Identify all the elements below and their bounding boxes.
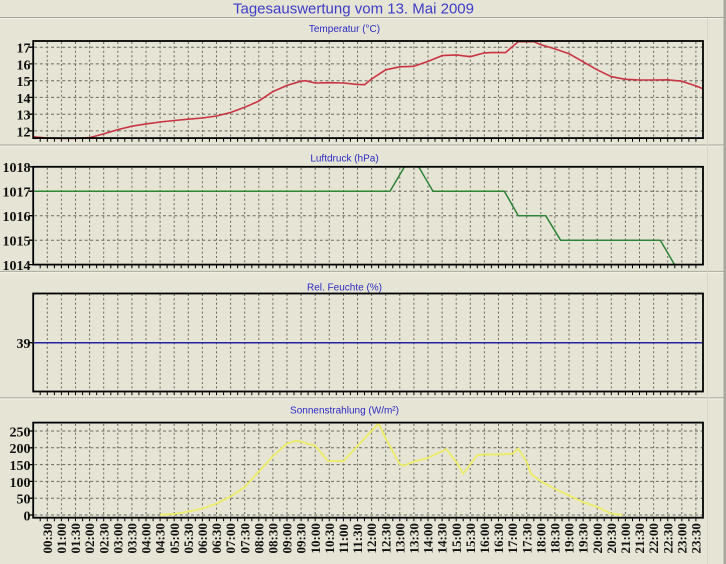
svg-text:18:30: 18:30: [548, 523, 563, 553]
svg-text:13: 13: [17, 109, 31, 124]
svg-text:04:30: 04:30: [153, 523, 168, 553]
svg-text:16:00: 16:00: [477, 523, 492, 553]
svg-text:1018: 1018: [3, 161, 31, 176]
svg-text:07:30: 07:30: [237, 523, 252, 553]
svg-text:150: 150: [10, 459, 31, 474]
svg-text:15: 15: [17, 75, 31, 90]
svg-text:18:00: 18:00: [533, 523, 548, 553]
svg-text:16:30: 16:30: [491, 523, 506, 553]
svg-text:Luftdruck (hPa): Luftdruck (hPa): [310, 154, 378, 165]
svg-text:20:30: 20:30: [604, 523, 619, 553]
svg-text:12: 12: [17, 125, 31, 140]
svg-text:08:00: 08:00: [251, 523, 266, 553]
svg-text:01:30: 01:30: [68, 523, 83, 553]
svg-text:09:00: 09:00: [280, 523, 295, 553]
svg-text:05:30: 05:30: [181, 523, 196, 553]
svg-text:16: 16: [17, 58, 31, 73]
svg-text:21:30: 21:30: [632, 523, 647, 553]
svg-text:23:00: 23:00: [674, 523, 689, 553]
svg-text:22:00: 22:00: [646, 523, 661, 553]
svg-text:200: 200: [10, 442, 31, 457]
svg-text:Temperatur (°C): Temperatur (°C): [309, 24, 380, 35]
svg-text:04:00: 04:00: [139, 523, 154, 553]
svg-text:10:00: 10:00: [308, 523, 323, 553]
svg-text:23:30: 23:30: [689, 523, 704, 553]
svg-text:15:00: 15:00: [449, 523, 464, 553]
svg-text:11:30: 11:30: [350, 524, 365, 554]
svg-text:07:00: 07:00: [223, 523, 238, 553]
svg-text:10:30: 10:30: [322, 523, 337, 553]
svg-text:02:30: 02:30: [96, 523, 111, 553]
svg-text:22:30: 22:30: [660, 523, 675, 553]
svg-text:Rel. Feuchte (%): Rel. Feuchte (%): [307, 283, 382, 294]
svg-text:14:30: 14:30: [435, 523, 450, 553]
svg-text:14:00: 14:00: [421, 523, 436, 553]
svg-text:13:30: 13:30: [407, 523, 422, 553]
svg-text:12:00: 12:00: [364, 523, 379, 553]
svg-text:19:00: 19:00: [562, 523, 577, 553]
svg-text:Sonnenstrahlung (W/m²): Sonnenstrahlung (W/m²): [290, 406, 399, 417]
svg-text:15:30: 15:30: [463, 523, 478, 553]
svg-text:12:30: 12:30: [378, 523, 393, 553]
svg-text:01:00: 01:00: [54, 523, 69, 553]
svg-text:1015: 1015: [3, 235, 31, 250]
svg-text:03:00: 03:00: [110, 523, 125, 553]
svg-text:1017: 1017: [3, 186, 31, 201]
svg-text:08:30: 08:30: [266, 523, 281, 553]
svg-text:100: 100: [10, 476, 31, 491]
svg-text:19:30: 19:30: [576, 523, 591, 553]
svg-text:09:30: 09:30: [294, 523, 309, 553]
svg-text:17:00: 17:00: [505, 523, 520, 553]
svg-text:05:00: 05:00: [167, 523, 182, 553]
svg-text:02:00: 02:00: [82, 523, 97, 553]
svg-text:0: 0: [24, 509, 31, 524]
svg-text:50: 50: [17, 493, 31, 508]
svg-text:39: 39: [17, 337, 31, 352]
svg-text:13:00: 13:00: [392, 523, 407, 553]
svg-text:06:30: 06:30: [209, 523, 224, 553]
svg-text:11:00: 11:00: [336, 524, 351, 554]
svg-text:1016: 1016: [3, 210, 31, 225]
svg-text:21:00: 21:00: [618, 523, 633, 553]
svg-text:250: 250: [10, 425, 31, 440]
svg-text:17:30: 17:30: [519, 523, 534, 553]
svg-text:Tagesauswertung vom 13. Mai 20: Tagesauswertung vom 13. Mai 2009: [233, 1, 474, 18]
svg-text:14: 14: [17, 92, 31, 107]
svg-text:03:30: 03:30: [125, 523, 140, 553]
svg-text:1014: 1014: [3, 259, 31, 274]
svg-text:20:00: 20:00: [590, 523, 605, 553]
svg-text:00:30: 00:30: [40, 523, 55, 553]
svg-text:17: 17: [17, 42, 31, 57]
svg-text:06:00: 06:00: [195, 523, 210, 553]
